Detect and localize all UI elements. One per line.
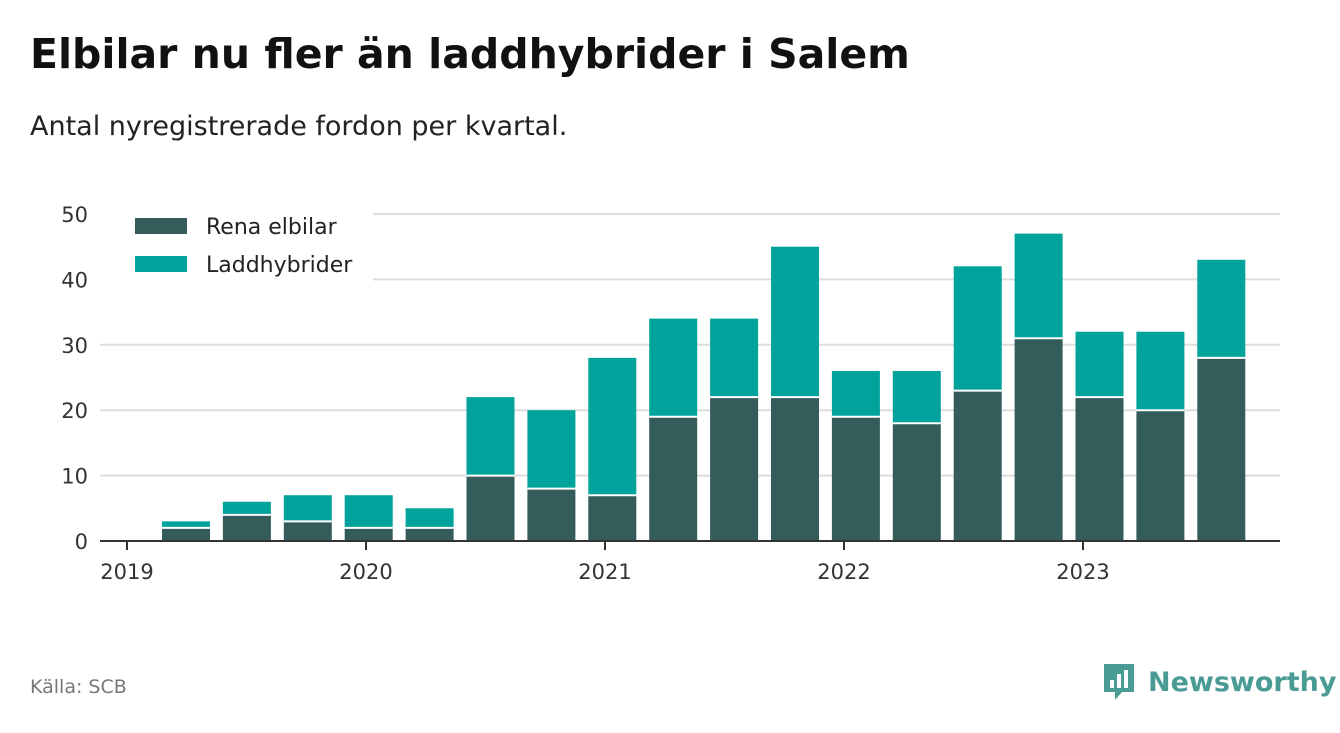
bar-laddhybrider <box>405 508 454 528</box>
x-tick-label: 2020 <box>339 560 392 584</box>
bar-rena-elbilar <box>1075 397 1124 541</box>
legend-label: Laddhybrider <box>206 253 353 278</box>
bar-rena-elbilar <box>771 397 819 541</box>
bar-laddhybrider <box>1075 331 1124 398</box>
bar-laddhybrider <box>771 246 819 398</box>
bar-laddhybrider <box>892 370 941 424</box>
axes: 0 10 20 30 40 50 2019 2020 2021 2022 2023 <box>61 203 1280 584</box>
x-tick-label: 2022 <box>817 560 870 584</box>
y-tick-label: 40 <box>61 268 88 292</box>
bar-rena-elbilar <box>588 495 637 541</box>
legend-swatch <box>135 218 187 234</box>
bar-laddhybrider <box>588 357 637 496</box>
bar-rena-elbilar <box>405 527 454 541</box>
bar-laddhybrider <box>527 410 576 489</box>
bar-laddhybrider <box>1197 259 1246 358</box>
bar-rena-elbilar <box>466 475 515 541</box>
y-tick-label: 50 <box>61 203 88 227</box>
bar-rena-elbilar <box>953 390 1002 541</box>
bar-laddhybrider <box>1136 331 1185 411</box>
chart-subtitle: Antal nyregistrerade fordon per kvartal. <box>30 111 568 142</box>
bar-laddhybrider <box>831 370 880 417</box>
bar-rena-elbilar <box>1136 410 1185 541</box>
y-tick-label: 20 <box>61 399 88 423</box>
bar-rena-elbilar <box>710 397 759 541</box>
bar-rena-elbilar <box>222 514 271 541</box>
y-tick-label: 30 <box>61 334 88 358</box>
y-tick-label: 10 <box>61 465 88 489</box>
bar-laddhybrider <box>953 266 1002 391</box>
bar-rena-elbilar <box>649 416 698 541</box>
bar-rena-elbilar <box>831 416 880 541</box>
y-tick-label: 0 <box>75 530 88 554</box>
source-note: Källa: SCB <box>30 676 127 698</box>
bar-rena-elbilar <box>344 527 393 541</box>
bar-rena-elbilar <box>892 423 941 541</box>
x-tick-label: 2021 <box>578 560 631 584</box>
bar-laddhybrider <box>466 397 515 476</box>
x-tick-label: 2023 <box>1056 560 1109 584</box>
brand-name: Newsworthy <box>1148 666 1337 698</box>
bar-laddhybrider <box>649 318 698 417</box>
legend-label: Rena elbilar <box>206 215 338 240</box>
bar-laddhybrider <box>162 521 210 528</box>
bar-rena-elbilar <box>1014 338 1063 541</box>
legend: Rena elbilar Laddhybrider <box>135 215 353 278</box>
x-tick-label: 2019 <box>100 560 153 584</box>
bar-laddhybrider <box>222 501 271 515</box>
newsworthy-icon <box>1104 664 1134 700</box>
bar-rena-elbilar <box>1197 357 1246 541</box>
bar-rena-elbilar <box>527 488 576 541</box>
bar-rena-elbilar <box>283 521 332 541</box>
legend-swatch <box>135 256 187 272</box>
bar-rena-elbilar <box>162 527 210 541</box>
bar-laddhybrider <box>710 318 759 398</box>
bar-laddhybrider <box>344 495 393 528</box>
bars <box>162 233 1246 541</box>
bar-laddhybrider <box>1014 233 1063 339</box>
bar-laddhybrider <box>283 495 332 522</box>
chart-title: Elbilar nu fler än laddhybrider i Salem <box>30 30 910 78</box>
newsworthy-logo[interactable]: Newsworthy <box>1102 662 1336 702</box>
